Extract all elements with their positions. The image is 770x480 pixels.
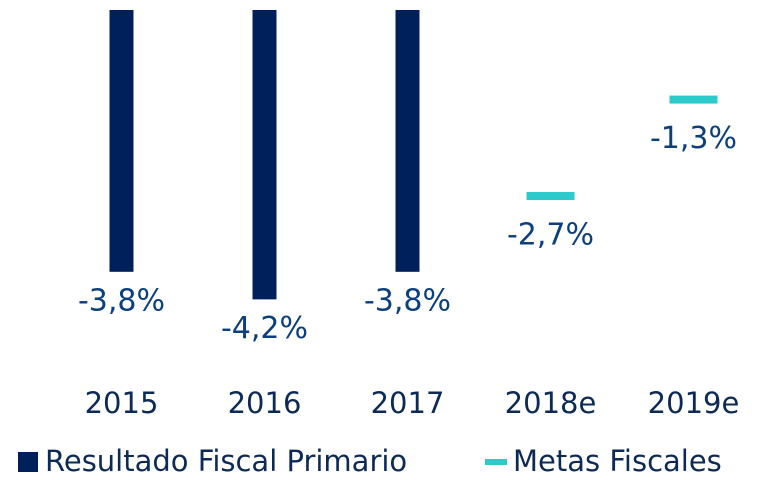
target-mark (526, 192, 575, 201)
legend-label: Resultado Fiscal Primario (45, 444, 407, 478)
value-label: -4,2% (221, 311, 308, 346)
x-tick-label: 2019e (648, 386, 740, 420)
x-tick-label: 2017 (371, 386, 445, 420)
value-label: -3,8% (78, 283, 165, 318)
legend-label: Metas Fiscales (513, 444, 722, 478)
target-mark (669, 95, 718, 104)
x-tick-label: 2018e (505, 386, 597, 420)
value-label: -2,7% (507, 218, 594, 253)
value-label: -1,3% (650, 121, 737, 156)
legend-swatch (485, 459, 507, 465)
x-tick-label: 2016 (228, 386, 302, 420)
legend-swatch (18, 452, 38, 472)
bar (395, 10, 420, 272)
bar (252, 10, 277, 300)
value-label: -3,8% (364, 283, 451, 318)
x-tick-label: 2015 (85, 386, 159, 420)
bar (109, 10, 134, 272)
